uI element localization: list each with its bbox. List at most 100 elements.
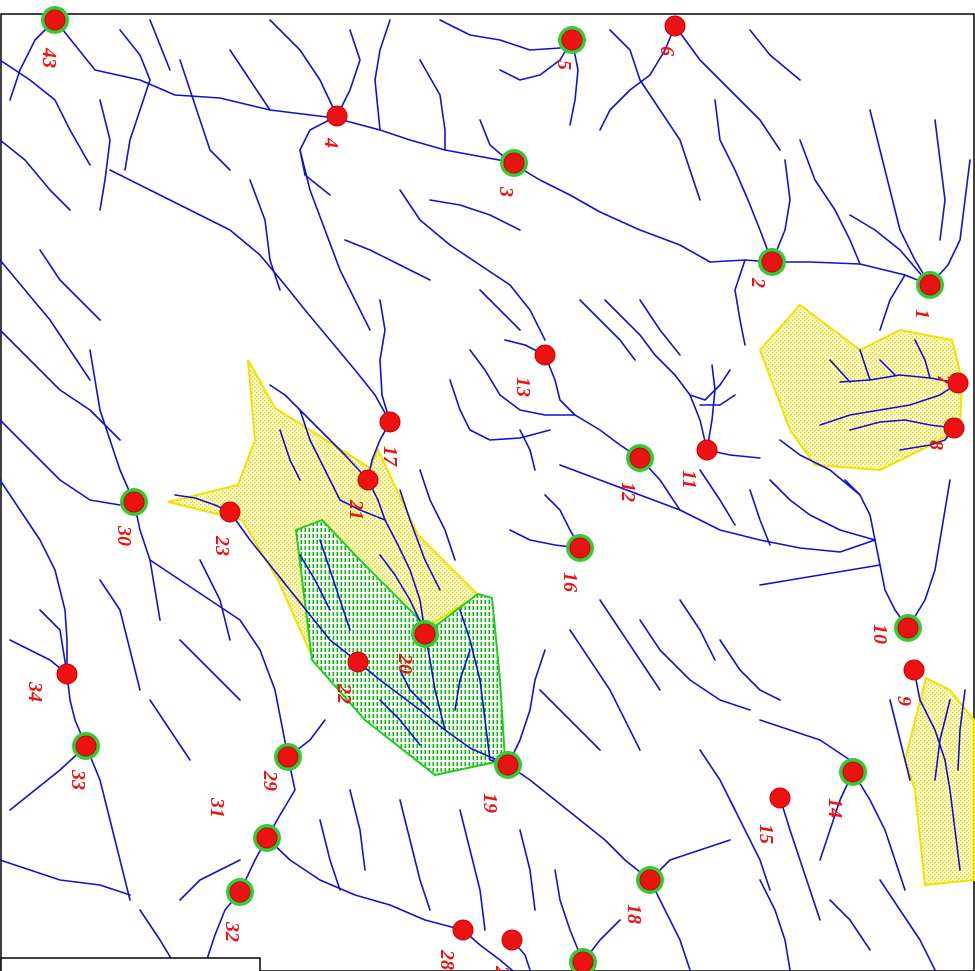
site-marker [943, 417, 965, 439]
sample-site-6[interactable]: 6 [656, 15, 686, 56]
sample-site-9[interactable]: 9 [893, 659, 925, 706]
site-marker [229, 881, 251, 903]
sample-site-28[interactable]: 28 [436, 919, 474, 970]
sample-site-34[interactable]: 34 [24, 663, 78, 702]
site-label: 30 [113, 525, 135, 546]
sample-site-30[interactable]: 30 [113, 488, 148, 546]
site-label: 2 [747, 277, 769, 288]
site-label: 19 [479, 793, 501, 813]
site-marker [219, 501, 241, 523]
sample-site-11[interactable]: 11 [678, 439, 718, 489]
site-marker [903, 659, 925, 681]
site-label: 14 [824, 798, 846, 818]
sample-site-21[interactable]: 21 [345, 469, 379, 520]
sample-site-17[interactable]: 17 [379, 411, 401, 467]
sample-site-12[interactable]: 12 [617, 444, 654, 502]
sample-site-16[interactable]: 16 [559, 534, 594, 592]
site-label: 29 [259, 770, 281, 791]
sample-site-2[interactable]: 2 [747, 248, 786, 288]
site-label: 4 [320, 137, 342, 148]
site-label: 16 [559, 572, 581, 592]
sample-site-29[interactable]: 29 [259, 743, 302, 791]
catchment-green-19-20[interactable] [294, 518, 507, 777]
site-label: 43 [38, 47, 60, 68]
sample-site-22[interactable]: 22 [333, 651, 369, 704]
site-marker [277, 746, 299, 768]
sample-site-15[interactable]: 15 [755, 787, 791, 844]
site-marker [44, 9, 66, 31]
site-marker [629, 447, 651, 469]
site-label: 13 [512, 377, 534, 397]
sample-site-10[interactable]: 10 [869, 614, 922, 644]
site-marker [452, 919, 474, 941]
site-label: 33 [67, 769, 89, 790]
site-label: 10 [869, 624, 891, 644]
site-marker [561, 29, 583, 51]
site-marker [947, 372, 969, 394]
sample-site-13[interactable]: 13 [512, 344, 556, 397]
site-marker [326, 105, 348, 127]
site-marker [75, 735, 97, 757]
site-marker [919, 274, 941, 296]
sample-site-7[interactable]: 7 [933, 372, 969, 394]
site-marker [769, 787, 791, 809]
site-label: 9 [893, 696, 915, 706]
sample-site-33[interactable]: 33 [67, 732, 100, 790]
sample-site-3[interactable]: 3 [495, 149, 528, 197]
sample-site-4[interactable]: 4 [320, 105, 348, 148]
site-marker [569, 537, 591, 559]
map-frame [0, 13, 975, 971]
site-label: 15 [755, 824, 777, 844]
site-marker [357, 469, 379, 491]
site-marker [347, 651, 369, 673]
site-label: 18 [623, 904, 645, 924]
site-label: 3 [495, 186, 517, 197]
site-label: 17 [379, 446, 401, 467]
sample-site-27[interactable]: 27 [491, 929, 523, 971]
sample-site-1[interactable]: 1 [911, 271, 944, 319]
site-marker [897, 617, 919, 639]
site-label: 11 [678, 470, 700, 489]
sample-site-19[interactable]: 19 [479, 751, 522, 813]
site-label: 22 [333, 683, 355, 704]
sample-site-5[interactable]: 5 [553, 26, 586, 70]
site-marker [56, 663, 78, 685]
site-marker [639, 869, 661, 891]
site-label: 6 [656, 46, 678, 56]
site-label: 32 [221, 921, 243, 942]
catchment-yellow-9[interactable] [903, 676, 975, 887]
site-label: 1 [911, 309, 933, 319]
site-label: 5 [553, 60, 575, 70]
site-marker [761, 251, 783, 273]
site-marker [414, 623, 436, 645]
sample-site-31[interactable]: 31 [206, 797, 281, 852]
sample-site-32[interactable]: 32 [221, 878, 254, 942]
sample-site-14[interactable]: 14 [824, 758, 867, 818]
site-label: 34 [24, 681, 46, 702]
site-label: 28 [436, 949, 458, 970]
sample-site-unlabeled[interactable] [569, 948, 597, 971]
site-marker [534, 344, 556, 366]
sample-site-23[interactable]: 23 [211, 501, 241, 556]
site-marker [256, 827, 278, 849]
site-marker [501, 929, 523, 951]
site-label: 20 [394, 653, 416, 674]
catchment-yellow-7-8[interactable] [758, 303, 964, 472]
site-label: 12 [617, 482, 639, 502]
site-label: 23 [211, 535, 233, 556]
site-label: 31 [206, 797, 228, 818]
site-label: 21 [345, 499, 367, 520]
site-marker [123, 491, 145, 513]
legend-box [0, 957, 261, 971]
sample-site-20[interactable]: 20 [394, 620, 439, 674]
catchment-areas [167, 303, 975, 887]
site-marker [842, 761, 864, 783]
site-label: 8 [925, 440, 947, 450]
site-label: 27 [491, 965, 513, 971]
sample-site-8[interactable]: 8 [925, 417, 965, 450]
site-marker [503, 152, 525, 174]
sample-site-18[interactable]: 18 [623, 866, 664, 924]
sample-site-43[interactable]: 43 [38, 6, 69, 68]
